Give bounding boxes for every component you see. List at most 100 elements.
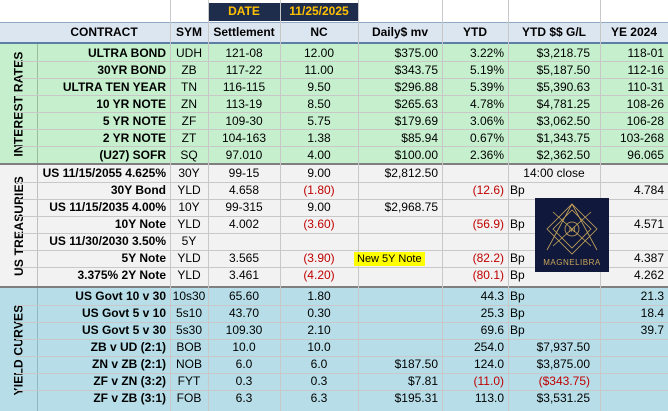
contract-cell[interactable]: ULTRA BOND	[88, 46, 166, 60]
ytd-gl-cell[interactable]: ($343.75)	[538, 374, 590, 388]
ye-2024-cell[interactable]: 118-01	[627, 46, 664, 60]
ye-2024-cell[interactable]: 103-268	[619, 131, 664, 145]
ytd-gl-cell[interactable]: $2,362.50	[536, 148, 590, 162]
daily-mv-cell[interactable]: $85.94	[401, 131, 438, 145]
sym-cell[interactable]: 30Y	[178, 166, 200, 180]
ye-2024-cell[interactable]: 4.571	[633, 217, 664, 231]
contract-cell[interactable]: 2 YR NOTE	[102, 131, 166, 145]
contract-cell[interactable]: 3.375% 2Y Note	[77, 268, 167, 282]
settlement-cell[interactable]: 4.658	[228, 183, 260, 197]
settlement-cell[interactable]: 99-15	[228, 166, 260, 180]
ytd-cell[interactable]: 69.6	[480, 323, 504, 337]
ytd-cell[interactable]: 25.3	[480, 306, 504, 320]
settlement-cell[interactable]: 116-115	[222, 80, 266, 94]
ytd-gl-cell[interactable]: $4,781.25	[536, 97, 590, 111]
settlement-cell[interactable]: 99-315	[225, 200, 263, 214]
daily-mv-cell[interactable]: $265.63	[394, 97, 438, 111]
settlement-cell[interactable]: 65.60	[228, 289, 260, 303]
contract-cell[interactable]: 30YR BOND	[97, 63, 166, 77]
contract-cell[interactable]: 10Y Note	[114, 217, 166, 231]
ytd-cell[interactable]: 2.36%	[469, 148, 504, 162]
nc-cell[interactable]: 9.00	[307, 200, 331, 214]
contract-cell[interactable]: 30Y Bond	[110, 183, 166, 197]
daily-mv-cell[interactable]: $2,812.50	[384, 166, 438, 180]
nc-cell[interactable]: (3.90)	[303, 251, 335, 265]
daily-mv-cell[interactable]: $375.00	[394, 46, 438, 60]
nc-cell[interactable]: 1.80	[307, 289, 331, 303]
nc-cell[interactable]: 1.38	[307, 131, 331, 145]
sym-cell[interactable]: BOB	[176, 340, 202, 354]
settlement-cell[interactable]: 3.461	[228, 268, 260, 282]
ye-2024-cell[interactable]: 39.7	[640, 323, 664, 337]
contract-cell[interactable]: 5Y Note	[121, 251, 166, 265]
contract-cell[interactable]: US Govt 5 v 30	[81, 323, 166, 337]
settlement-cell[interactable]: 113-19	[225, 97, 263, 111]
contract-cell[interactable]: ZF v ZB (3:1)	[93, 391, 166, 405]
sym-cell[interactable]: SQ	[180, 148, 198, 162]
ytd-cell[interactable]: (82.2)	[472, 251, 504, 265]
sym-cell[interactable]: FYT	[177, 374, 201, 388]
ytd-cell[interactable]: (11.0)	[473, 374, 504, 388]
ytd-cell[interactable]: 3.06%	[469, 114, 504, 128]
ytd-cell[interactable]: 0.67%	[469, 131, 504, 145]
settlement-cell[interactable]: 121-08	[225, 46, 263, 60]
ytd-gl-cell[interactable]: $1,343.75	[536, 131, 590, 145]
nc-cell[interactable]: 11.00	[304, 63, 334, 77]
daily-mv-cell[interactable]: $7.81	[407, 374, 438, 388]
ytd-cell[interactable]: 113.0	[474, 391, 504, 405]
sym-cell[interactable]: 10s30	[172, 289, 206, 303]
sym-cell[interactable]: 5s30	[175, 323, 203, 337]
sym-cell[interactable]: YLD	[177, 268, 201, 282]
ytd-gl-cell[interactable]: $3,531.25	[536, 391, 590, 405]
ye-2024-cell[interactable]: 21.3	[640, 289, 664, 303]
settlement-cell[interactable]: 6.3	[235, 391, 253, 405]
nc-cell[interactable]: 8.50	[307, 97, 331, 111]
date-label[interactable]: DATE	[208, 3, 280, 21]
contract-cell[interactable]: US 11/15/2035 4.00%	[49, 200, 166, 214]
ye-2024-cell[interactable]: 4.784	[633, 183, 664, 197]
ytd-gl-cell[interactable]: $3,062.50	[536, 114, 590, 128]
contract-cell[interactable]: US 11/30/2030 3.50%	[49, 234, 166, 248]
nc-cell[interactable]: 12.00	[303, 46, 335, 60]
nc-cell[interactable]: 9.50	[307, 80, 331, 94]
date-value[interactable]: 11/25/2025	[280, 3, 358, 21]
nc-cell[interactable]: 0.3	[310, 374, 328, 388]
nc-cell[interactable]: 5.75	[307, 114, 331, 128]
nc-cell[interactable]: 6.3	[310, 391, 328, 405]
daily-mv-cell[interactable]: $187.50	[394, 357, 438, 371]
nc-cell[interactable]: 10.0	[307, 340, 331, 354]
sym-cell[interactable]: ZB	[181, 63, 197, 77]
contract-cell[interactable]: ZF v ZN (3:2)	[93, 374, 166, 388]
nc-cell[interactable]: 0.30	[307, 306, 331, 320]
daily-mv-cell[interactable]: $343.75	[394, 63, 438, 77]
ye-2024-cell[interactable]: 112-16	[627, 63, 664, 77]
daily-mv-cell[interactable]: $195.31	[394, 391, 438, 405]
sym-cell[interactable]: ZT	[181, 131, 197, 145]
daily-mv-cell[interactable]: $179.69	[394, 114, 438, 128]
ytd-cell[interactable]: 3.22%	[469, 46, 504, 60]
settlement-cell[interactable]: 104-163	[221, 131, 267, 145]
ytd-cell[interactable]: 5.39%	[469, 80, 504, 94]
sym-cell[interactable]: 5Y	[181, 234, 197, 248]
ytd-cell[interactable]: (80.1)	[472, 268, 504, 282]
ytd-gl-cell[interactable]: $3,875.00	[536, 357, 590, 371]
daily-mv-cell[interactable]: $296.88	[394, 80, 438, 94]
ytd-gl-cell[interactable]: $7,937.50	[536, 340, 590, 354]
sym-cell[interactable]: TN	[181, 80, 197, 94]
daily-mv-cell[interactable]: $100.00	[394, 148, 438, 162]
daily-mv-cell[interactable]: $2,968.75	[384, 200, 438, 214]
ye-2024-cell[interactable]: 108-26	[626, 97, 664, 111]
settlement-cell[interactable]: 6.0	[235, 357, 253, 371]
ye-2024-cell[interactable]: 4.387	[633, 251, 664, 265]
ytd-gl-cell[interactable]: $5,390.63	[536, 80, 590, 94]
sym-cell[interactable]: NOB	[175, 357, 202, 371]
sym-cell[interactable]: YLD	[177, 217, 201, 231]
contract-cell[interactable]: (U27) SOFR	[99, 148, 166, 162]
nc-cell[interactable]: (1.80)	[303, 183, 335, 197]
contract-cell[interactable]: US Govt 10 v 30	[75, 289, 166, 303]
settlement-cell[interactable]: 109-30	[225, 114, 263, 128]
ytd-cell[interactable]: 5.19%	[469, 63, 504, 77]
nc-cell[interactable]: 4.00	[307, 148, 331, 162]
contract-cell[interactable]: US 11/15/2055 4.625%	[42, 166, 166, 180]
ytd-cell[interactable]: (56.9)	[472, 217, 504, 231]
